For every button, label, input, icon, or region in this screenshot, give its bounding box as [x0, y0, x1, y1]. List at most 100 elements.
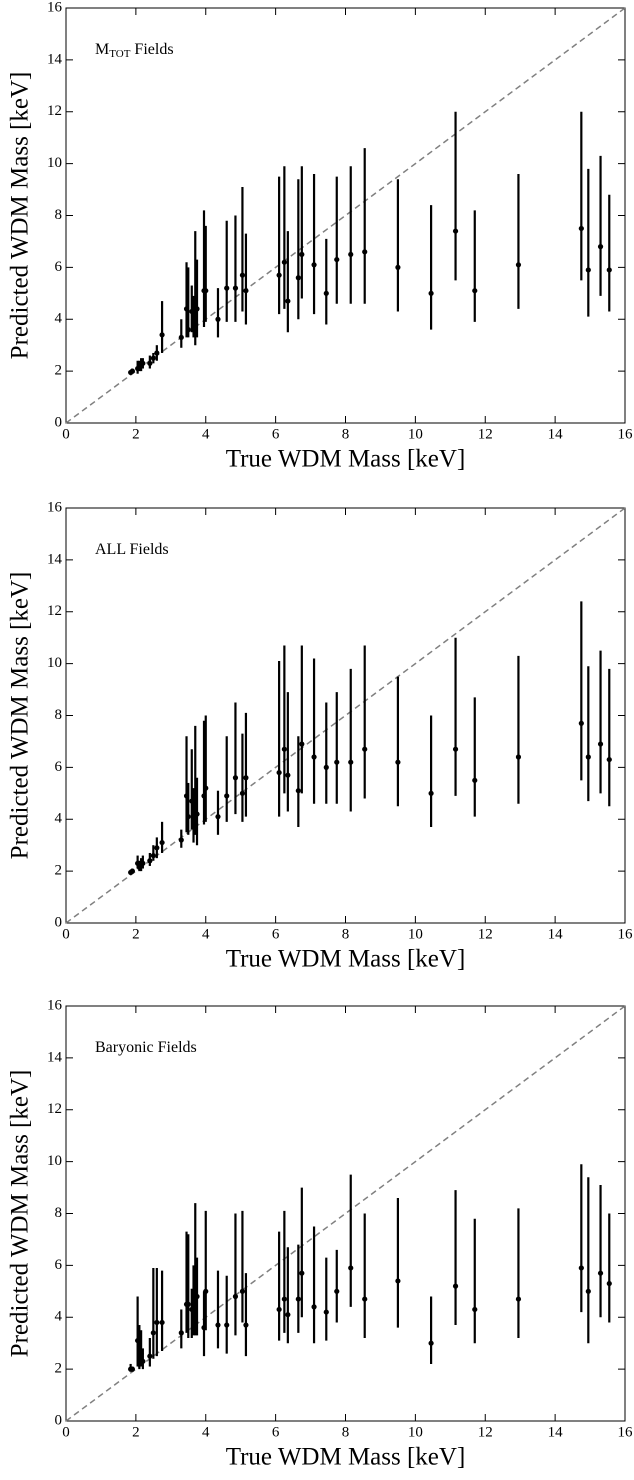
x-tick-label: 16	[618, 926, 634, 942]
y-axis-title: Predicted WDM Mass [keV]	[7, 1070, 34, 1358]
y-tick-label: 14	[47, 551, 63, 567]
x-tick-label: 8	[342, 426, 350, 442]
x-axis-title: True WDM Mass [keV]	[226, 1444, 466, 1471]
data-point	[295, 1296, 301, 1302]
data-point	[472, 288, 478, 294]
data-point	[362, 1296, 368, 1302]
y-tick-label: 12	[47, 603, 62, 619]
x-tick-label: 6	[272, 926, 280, 942]
data-point	[239, 272, 246, 278]
annotation: Baryonic Fields	[95, 1039, 197, 1056]
x-tick-label: 2	[132, 1424, 140, 1440]
data-point	[348, 1265, 354, 1271]
y-tick-label: 12	[47, 103, 62, 119]
annotation-part: M	[95, 41, 109, 58]
data-point	[452, 228, 459, 234]
annotation-part: Baryonic Fields	[95, 1039, 197, 1056]
data-point	[159, 1319, 165, 1326]
x-tick-label: 4	[202, 926, 210, 942]
x-tick-label: 16	[618, 426, 634, 442]
x-tick-label: 0	[62, 426, 70, 442]
x-tick-label: 10	[408, 926, 423, 942]
data-point	[578, 1265, 584, 1271]
x-tick-label: 12	[478, 1424, 493, 1440]
x-tick-label: 6	[272, 1424, 280, 1440]
data-point	[323, 290, 329, 296]
data-point	[334, 1288, 340, 1294]
y-tick-label: 2	[55, 363, 63, 379]
x-tick-label: 0	[62, 926, 70, 942]
data-point	[362, 249, 368, 255]
data-point	[585, 754, 591, 760]
annotation-part: TOT	[109, 48, 130, 60]
x-tick-label: 10	[408, 426, 423, 442]
data-point	[215, 814, 221, 820]
x-tick-label: 2	[132, 926, 140, 942]
data-point	[472, 1306, 478, 1313]
data-point	[281, 746, 287, 752]
data-point	[147, 858, 153, 864]
y-tick-label: 12	[47, 1101, 62, 1117]
y-tick-label: 6	[55, 1257, 63, 1273]
y-tick-label: 6	[55, 259, 63, 275]
data-point	[281, 1296, 287, 1302]
data-point	[597, 244, 604, 250]
y-tick-label: 4	[55, 1309, 63, 1325]
reference-line	[65, 507, 626, 924]
x-axis-title: True WDM Mass [keV]	[226, 946, 466, 973]
data-point	[299, 251, 305, 258]
y-tick-label: 16	[47, 0, 63, 15]
data-point	[194, 306, 200, 312]
x-tick-label: 4	[202, 426, 210, 442]
data-point	[129, 1366, 135, 1372]
panel: 0 2 4 6 8 10 12 14 16 0 2 4 6 8 10 12 14 16 ALL Fields True…	[7, 499, 633, 972]
data-point	[178, 334, 184, 341]
data-point	[150, 852, 156, 859]
data-point	[203, 288, 209, 294]
data-point	[203, 1288, 209, 1294]
reference-line	[65, 7, 626, 424]
data-point	[285, 1312, 291, 1318]
data-point	[276, 272, 282, 278]
data-point	[140, 360, 146, 366]
data-point	[452, 1283, 459, 1289]
y-axis-title: Predicted WDM Mass [keV]	[7, 72, 34, 360]
x-tick-label: 16	[618, 1424, 634, 1440]
y-tick-label: 10	[47, 655, 62, 671]
x-tick-label: 10	[408, 1424, 423, 1440]
data-point	[243, 1322, 249, 1328]
y-axis-title: Predicted WDM Mass [keV]	[7, 572, 34, 860]
data-point	[348, 759, 354, 765]
data-point	[215, 1322, 221, 1328]
data-point	[154, 845, 160, 851]
data-point	[129, 868, 135, 874]
y-tick-label: 4	[55, 811, 63, 827]
x-tick-label: 14	[548, 926, 564, 942]
data-point	[276, 769, 282, 776]
data-point	[606, 267, 612, 273]
data-point	[185, 814, 191, 820]
data-point	[140, 1358, 146, 1364]
data-point	[515, 262, 522, 268]
annotation-part: Fields	[130, 41, 173, 58]
x-tick-label: 0	[62, 1424, 70, 1440]
y-tick-label: 4	[55, 311, 63, 327]
data-point	[243, 775, 249, 781]
x-tick-label: 4	[202, 1424, 210, 1440]
data-point	[428, 290, 434, 296]
data-point	[185, 1301, 191, 1307]
y-tick-label: 8	[55, 707, 63, 723]
data-point	[140, 860, 146, 866]
data-point	[203, 785, 209, 791]
data-point	[178, 837, 184, 843]
data-point	[334, 256, 340, 263]
data-point	[362, 746, 368, 752]
data-point	[348, 251, 354, 258]
data-point	[178, 1330, 184, 1336]
x-axis-title: True WDM Mass [keV]	[226, 446, 466, 473]
y-tick-label: 10	[47, 1153, 62, 1169]
y-tick-label: 6	[55, 759, 63, 775]
data-point	[515, 1296, 522, 1302]
x-tick-label: 14	[548, 1424, 564, 1440]
